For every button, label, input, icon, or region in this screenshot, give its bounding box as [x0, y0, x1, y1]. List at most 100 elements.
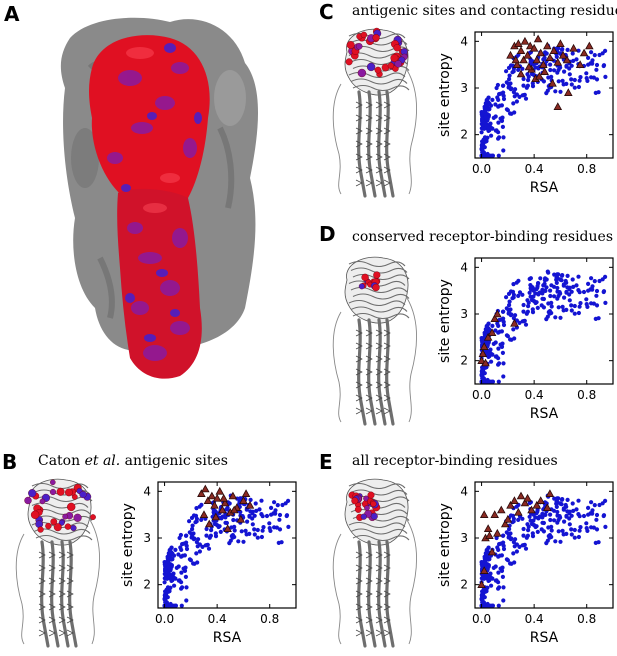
ribbon-helix-turn [365, 355, 373, 363]
scatter-point [594, 517, 599, 522]
ribbon-helix-turn [375, 381, 383, 389]
scatter-point [184, 533, 189, 538]
scatter-point [540, 296, 545, 301]
scatter-point [581, 513, 587, 519]
scatter-point [507, 534, 512, 539]
scatter-point [558, 539, 563, 544]
scatter-point [499, 118, 505, 123]
ribbon-helix-turn [375, 368, 383, 376]
residue-sphere [361, 273, 369, 282]
scatter-point [540, 520, 545, 525]
scatter-point [526, 528, 531, 533]
scatter-point [485, 118, 490, 123]
scatter-point [486, 557, 491, 562]
scatter-point [231, 517, 236, 523]
scatter-point [513, 87, 518, 92]
scatter-point [486, 545, 491, 550]
scatter-point [558, 89, 563, 94]
scatter-point [589, 50, 594, 55]
scatter-background-points [162, 493, 291, 608]
scatter-point [546, 525, 551, 530]
triangle-point [479, 566, 489, 574]
scatter-point [248, 509, 253, 514]
scatter-point [548, 288, 553, 293]
triangle-point [483, 524, 493, 532]
scatter-point [483, 553, 488, 558]
residue-sphere [73, 513, 82, 522]
residue-sphere [53, 523, 62, 532]
residue-sphere [387, 62, 395, 69]
triangle-point [539, 60, 548, 68]
scatter-point [561, 308, 566, 313]
ribbon-helix-turn [383, 329, 391, 337]
triangle-point [511, 55, 521, 64]
y-axis-label: site entropy [437, 279, 453, 363]
ribbon-helix [377, 90, 387, 198]
residue-sphere [374, 66, 382, 74]
triangle-point [548, 78, 557, 87]
panel-letter-d: D [319, 222, 336, 246]
scatter-point [526, 300, 531, 305]
scatter-point [556, 305, 561, 310]
scatter-point [557, 514, 562, 519]
residue-sphere [50, 518, 58, 526]
scatter-point [569, 289, 574, 294]
scatter-point [499, 344, 505, 349]
scatter-point [555, 296, 560, 301]
scatter-point [268, 528, 273, 533]
triangle-point [536, 48, 545, 57]
residue-sphere [49, 488, 57, 496]
scatter-point [269, 505, 274, 510]
scatter-point [572, 77, 577, 83]
scatter-point [521, 526, 526, 532]
ribbon-strand [350, 306, 408, 313]
scatter-point [564, 64, 569, 69]
ribbon-strand [352, 534, 410, 542]
triangle-point [535, 71, 544, 80]
scatter-point [516, 517, 521, 522]
triangle-point [558, 50, 568, 59]
residue-sphere [394, 60, 402, 68]
x-axis-label: RSA [530, 180, 559, 196]
scatter-point [600, 277, 605, 282]
triangle-point [239, 496, 248, 504]
scatter-point [277, 527, 283, 532]
ribbon-head [344, 478, 409, 546]
scatter-point [223, 515, 228, 520]
ribbon-strand [33, 528, 91, 535]
scatter-point [536, 65, 541, 70]
scatter-point [577, 290, 582, 295]
scatter-point [507, 527, 512, 532]
scatter-point [184, 585, 189, 590]
scatter-chart-e: 0.0 0.4 0.8 2 3 4 RSA site entropy [437, 481, 614, 646]
scatter-point [520, 93, 525, 98]
y-axis-label: site entropy [120, 503, 136, 587]
scatter-point [559, 273, 565, 278]
ribbon-helix-turn [365, 153, 373, 161]
scatter-chart-b: 0.0 0.4 0.8 2 3 4 RSA site entropy [120, 481, 297, 646]
scatter-point [496, 547, 501, 552]
scatter-point [496, 570, 501, 575]
ribbon-helix-turn [365, 603, 373, 611]
scatter-point [239, 529, 244, 534]
scatter-point [559, 278, 564, 283]
ribbon-helix-turn [355, 381, 363, 389]
scatter-point [596, 90, 601, 95]
ribbon-helix-turn [383, 551, 391, 559]
scatter-point [553, 89, 558, 94]
scatter-point [567, 298, 572, 303]
scatter-point [480, 376, 485, 381]
ribbon-helix-turn [365, 590, 373, 598]
scatter-point [509, 561, 514, 566]
ribbon-loop [406, 297, 417, 423]
ribbon-helix-turn [365, 329, 373, 337]
scatter-chart-d: 0.0 0.4 0.8 2 3 4 RSA site entropy [437, 257, 614, 422]
triangle-point [210, 500, 219, 509]
scatter-point [577, 528, 582, 533]
scatter-point [559, 502, 564, 507]
residue-sphere [354, 506, 362, 513]
scatter-point [165, 585, 171, 590]
ribbon-loop [332, 83, 342, 195]
ribbon-helix [367, 90, 377, 198]
residue-sphere [90, 514, 96, 520]
